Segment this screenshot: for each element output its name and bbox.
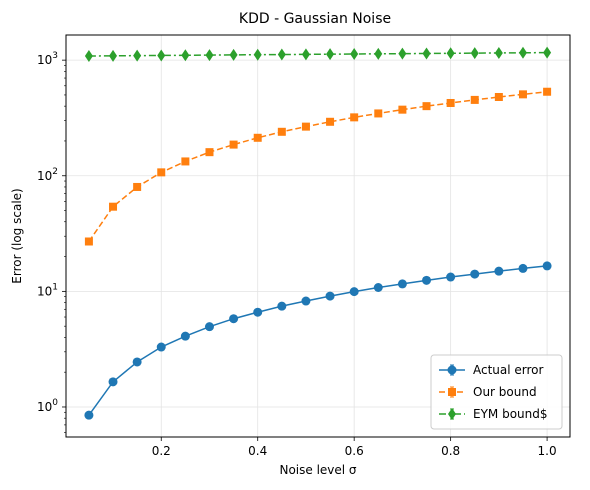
- legend-label: Our bound: [473, 385, 537, 399]
- data-point: [326, 48, 335, 61]
- y-tick-label-base: 10: [37, 169, 52, 183]
- y-tick-label: 100: [37, 398, 58, 414]
- legend-marker: [447, 365, 457, 375]
- data-point: [470, 269, 480, 279]
- data-point: [542, 261, 552, 271]
- data-point: [109, 49, 118, 62]
- y-tick-label: 102: [37, 167, 58, 183]
- data-point: [229, 314, 239, 324]
- data-point: [132, 357, 142, 367]
- data-point: [350, 48, 359, 61]
- data-point: [470, 95, 479, 104]
- data-point: [374, 47, 383, 60]
- series-square: [84, 87, 552, 246]
- data-point: [397, 279, 407, 289]
- data-point: [325, 291, 335, 301]
- data-point: [253, 133, 262, 142]
- data-point: [422, 275, 432, 285]
- legend-item: Actual error: [439, 363, 544, 377]
- legend: Actual error Our bound EYM bound$: [430, 354, 563, 430]
- data-point: [373, 283, 383, 293]
- data-point: [446, 98, 455, 107]
- data-point: [277, 301, 287, 311]
- data-point: [494, 266, 504, 276]
- x-tick-label: 0.2: [152, 444, 171, 458]
- y-tick-label-base: 10: [37, 53, 52, 67]
- data-point: [253, 307, 263, 317]
- y-tick-label: 101: [37, 282, 58, 298]
- data-point: [84, 50, 93, 63]
- legend-item: Our bound: [439, 385, 537, 399]
- data-point: [494, 46, 503, 59]
- data-point: [157, 168, 166, 177]
- series-circle: [84, 261, 552, 420]
- series-line: [88, 51, 548, 57]
- legend-item: EYM bound$: [439, 407, 548, 421]
- data-point: [133, 49, 142, 62]
- series-diamond: [84, 46, 552, 63]
- data-point: [84, 237, 93, 246]
- data-point: [398, 105, 407, 114]
- legend-label: EYM bound$: [473, 407, 548, 421]
- data-point: [133, 182, 142, 191]
- data-point: [446, 272, 456, 282]
- data-point: [229, 48, 238, 61]
- chart-title: KDD - Gaussian Noise: [239, 11, 391, 27]
- data-point: [350, 113, 359, 122]
- data-point: [470, 47, 479, 60]
- y-tick-label-base: 10: [37, 284, 52, 298]
- series-line: [88, 90, 548, 242]
- plot-series: [84, 46, 552, 420]
- data-point: [204, 322, 214, 332]
- data-point: [108, 377, 118, 387]
- data-point: [518, 263, 528, 273]
- data-point: [301, 296, 311, 306]
- data-point: [229, 140, 238, 149]
- data-point: [109, 202, 118, 211]
- data-point: [422, 47, 431, 60]
- x-axis-title: Noise level σ: [279, 463, 356, 477]
- y-tick-label-exponent: 1: [52, 282, 58, 292]
- x-tick-label: 1.0: [538, 444, 557, 458]
- y-axis-title: Error (log scale): [10, 188, 24, 283]
- data-point: [253, 48, 262, 61]
- data-point: [205, 49, 214, 62]
- legend-box: [430, 354, 563, 430]
- data-point: [157, 49, 166, 62]
- data-point: [518, 46, 527, 59]
- data-point: [494, 92, 503, 101]
- data-point: [181, 49, 190, 62]
- y-tick-label-exponent: 0: [52, 398, 58, 408]
- data-point: [326, 117, 335, 126]
- x-tick-label: 0.4: [248, 444, 267, 458]
- data-point: [277, 48, 286, 61]
- data-point: [180, 331, 190, 341]
- data-point: [349, 287, 359, 297]
- data-point: [543, 46, 552, 59]
- data-point: [374, 109, 383, 118]
- data-point: [205, 148, 214, 157]
- data-point: [277, 127, 286, 136]
- x-tick-label: 0.8: [441, 444, 460, 458]
- legend-marker: [448, 388, 456, 396]
- data-point: [543, 87, 552, 96]
- legend-marker: [448, 408, 456, 420]
- data-point: [156, 342, 166, 352]
- x-tick-label: 0.6: [345, 444, 364, 458]
- data-point: [518, 90, 527, 99]
- data-point: [398, 47, 407, 60]
- y-tick-label-exponent: 2: [52, 167, 58, 177]
- data-point: [181, 157, 190, 166]
- data-point: [84, 410, 94, 420]
- y-tick-label-base: 10: [37, 400, 52, 414]
- data-point: [446, 47, 455, 60]
- data-point: [301, 122, 310, 131]
- y-tick-label-exponent: 3: [52, 51, 58, 61]
- data-point: [422, 102, 431, 111]
- y-tick-label: 103: [37, 51, 58, 67]
- data-point: [301, 48, 310, 61]
- legend-label: Actual error: [473, 363, 544, 377]
